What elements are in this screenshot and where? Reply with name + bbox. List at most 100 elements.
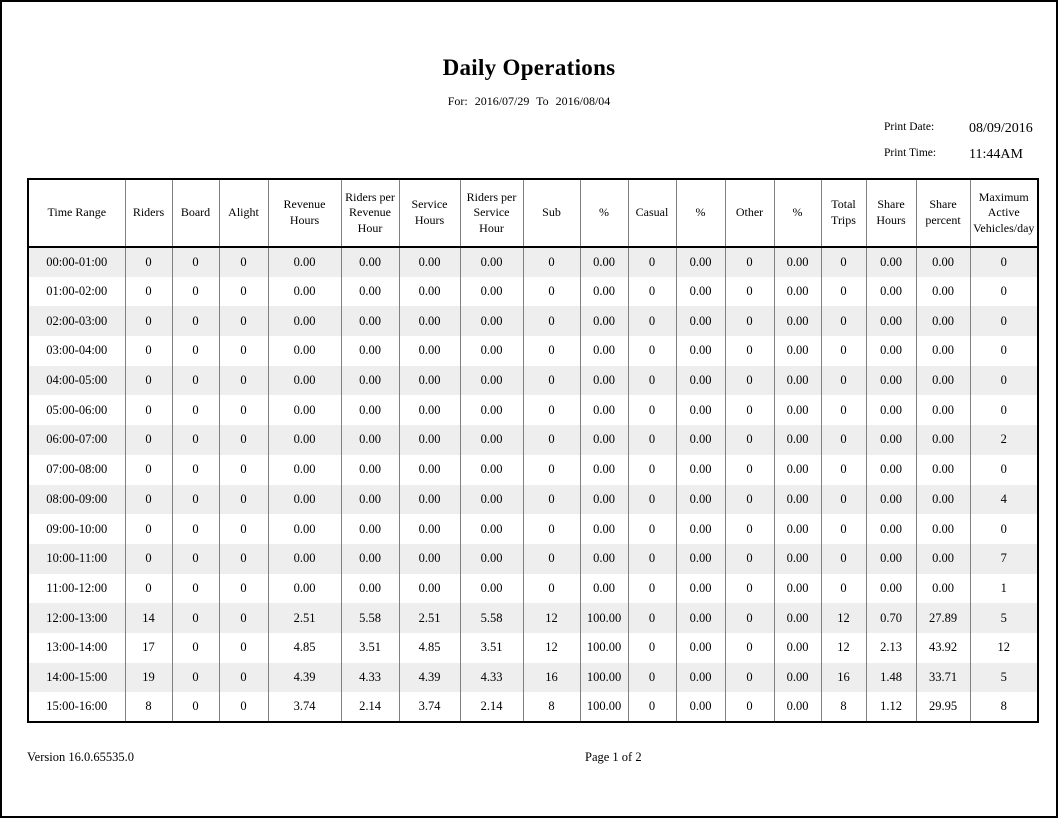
table-cell: 0.00 [267,395,341,426]
table-cell: 0.00 [398,395,460,426]
table-cell: 0.00 [459,276,523,307]
table-cell: 0 [627,662,676,693]
table-cell: 2.51 [398,603,460,633]
table-cell: 0.00 [773,573,821,604]
table-cell: 0.00 [865,543,916,574]
print-time-value: 11:44AM [969,147,1023,162]
table-row: 07:00-08:00 0 0 0 0.00 0.00 0.00 0.00 0 0.00 0 0.00… [28,454,1038,485]
table-cell: 0.00 [398,247,460,277]
table-cell: 0 [171,662,219,693]
table-cell: 0 [218,543,268,574]
table-cell: 2.14 [340,692,399,722]
table-cell: 0 [820,336,866,366]
table-cell: 0 [522,395,580,426]
table-cell: 12 [820,632,866,663]
table-cell: 0.00 [579,336,628,366]
table-cell: 0.00 [459,484,523,515]
table-cell: 0.00 [340,276,399,307]
print-date-row: Print Date: 08/09/2016 [884,121,1033,147]
table-cell: 00:00-01:00 [28,247,125,277]
table-cell: 0.00 [865,514,916,544]
table-cell: 0 [724,306,774,337]
table-cell: 0.00 [267,276,341,307]
table-cell: 0.00 [675,514,725,544]
table-cell: 0 [522,573,580,604]
table-cell: 0 [218,276,268,307]
table-cell: 0.00 [579,306,628,337]
table-cell: 0.00 [340,454,399,485]
table-cell: 0.00 [865,247,916,277]
table-cell: 0.00 [267,425,341,455]
version-text: Version 16.0.65535.0 [27,750,134,764]
table-cell: 0 [218,425,268,455]
table-cell: 0 [124,336,172,366]
table-row: 13:00-14:00 17 0 0 4.85 3.51 4.85 3.51 12 100.00 0… [28,632,1038,663]
table-cell: 0.00 [267,365,341,396]
table-cell: 0.00 [398,336,460,366]
table-cell: 01:00-02:00 [46,284,108,299]
table-cell: 0.00 [579,395,628,426]
table-cell: 0.00 [773,365,821,396]
table-cell: 0.00 [675,632,725,663]
table-cell: 100.00 [579,662,628,693]
table-cell: 0 [627,365,676,396]
table-cell: 0 [627,306,676,337]
table-cell: 03:00-04:00 [46,343,108,358]
table-cell: 0.00 [340,336,399,366]
table-cell: 13:00-14:00 [46,640,108,655]
table-cell: 0.00 [398,514,460,544]
table-row: 03:00-04:00 0 0 0 0.00 0.00 0.00 0.00 0 0.00 0 0.00… [28,336,1038,366]
column-header: Time Range [28,179,125,248]
column-header: % [675,179,725,248]
table-cell: 09:00-10:00 [46,521,108,536]
table-cell: 06:00-07:00 [28,425,125,455]
table-cell: 0.00 [340,543,399,574]
table-cell: 0 [522,247,580,277]
table-cell: 04:00-05:00 [28,365,125,396]
table-cell: 0.00 [915,395,970,426]
print-time-label: Print Time: [884,147,937,159]
table-cell: 0.00 [267,573,341,604]
table-cell: 0 [124,573,172,604]
table-cell: 0 [218,336,268,366]
table-cell: 0 [218,632,268,663]
print-date-label: Print Date: [884,121,935,133]
table-cell: 16 [522,662,580,693]
column-header: Casual [627,179,676,248]
column-header: Total Trips [820,179,866,248]
column-header: Board [171,179,219,248]
table-cell: 7 [969,543,1038,574]
table-cell: 0 [724,484,774,515]
table-cell: 8 [124,692,172,722]
table-row: 04:00-05:00 0 0 0 0.00 0.00 0.00 0.00 0 0.00 0 0.00… [28,365,1038,396]
table-cell: 02:00-03:00 [28,306,125,337]
table-cell: 0.00 [459,395,523,426]
column-header: % [773,179,821,248]
table-cell: 1.48 [865,662,916,693]
table-cell: 15:00-16:00 [46,699,108,714]
table-cell: 14 [124,603,172,633]
table-cell: 2.13 [865,632,916,663]
table-cell: 0 [218,306,268,337]
table-cell: 0 [218,247,268,277]
table-cell: 0 [522,484,580,515]
daily-operations-table: Time Range Riders Board Alight Revenue Hours… [27,178,1039,723]
table-cell: 4.33 [459,662,523,693]
table-cell: 1.12 [865,692,916,722]
table-cell: 0.00 [579,543,628,574]
table-cell: 0.00 [773,454,821,485]
table-cell: 0.00 [340,365,399,396]
page-number: Page 1 of 2 [585,750,642,764]
table-cell: 0 [171,395,219,426]
table-cell: 0.00 [675,365,725,396]
table-cell: 0 [218,514,268,544]
table-cell: 0.00 [340,514,399,544]
table-cell: 0.00 [340,306,399,337]
table-cell: 0.00 [915,306,970,337]
table-cell: 0.00 [773,306,821,337]
table-cell: 0 [124,365,172,396]
table-cell: 0 [820,514,866,544]
report-title: Daily Operations [442,55,616,80]
table-cell: 0.00 [579,276,628,307]
